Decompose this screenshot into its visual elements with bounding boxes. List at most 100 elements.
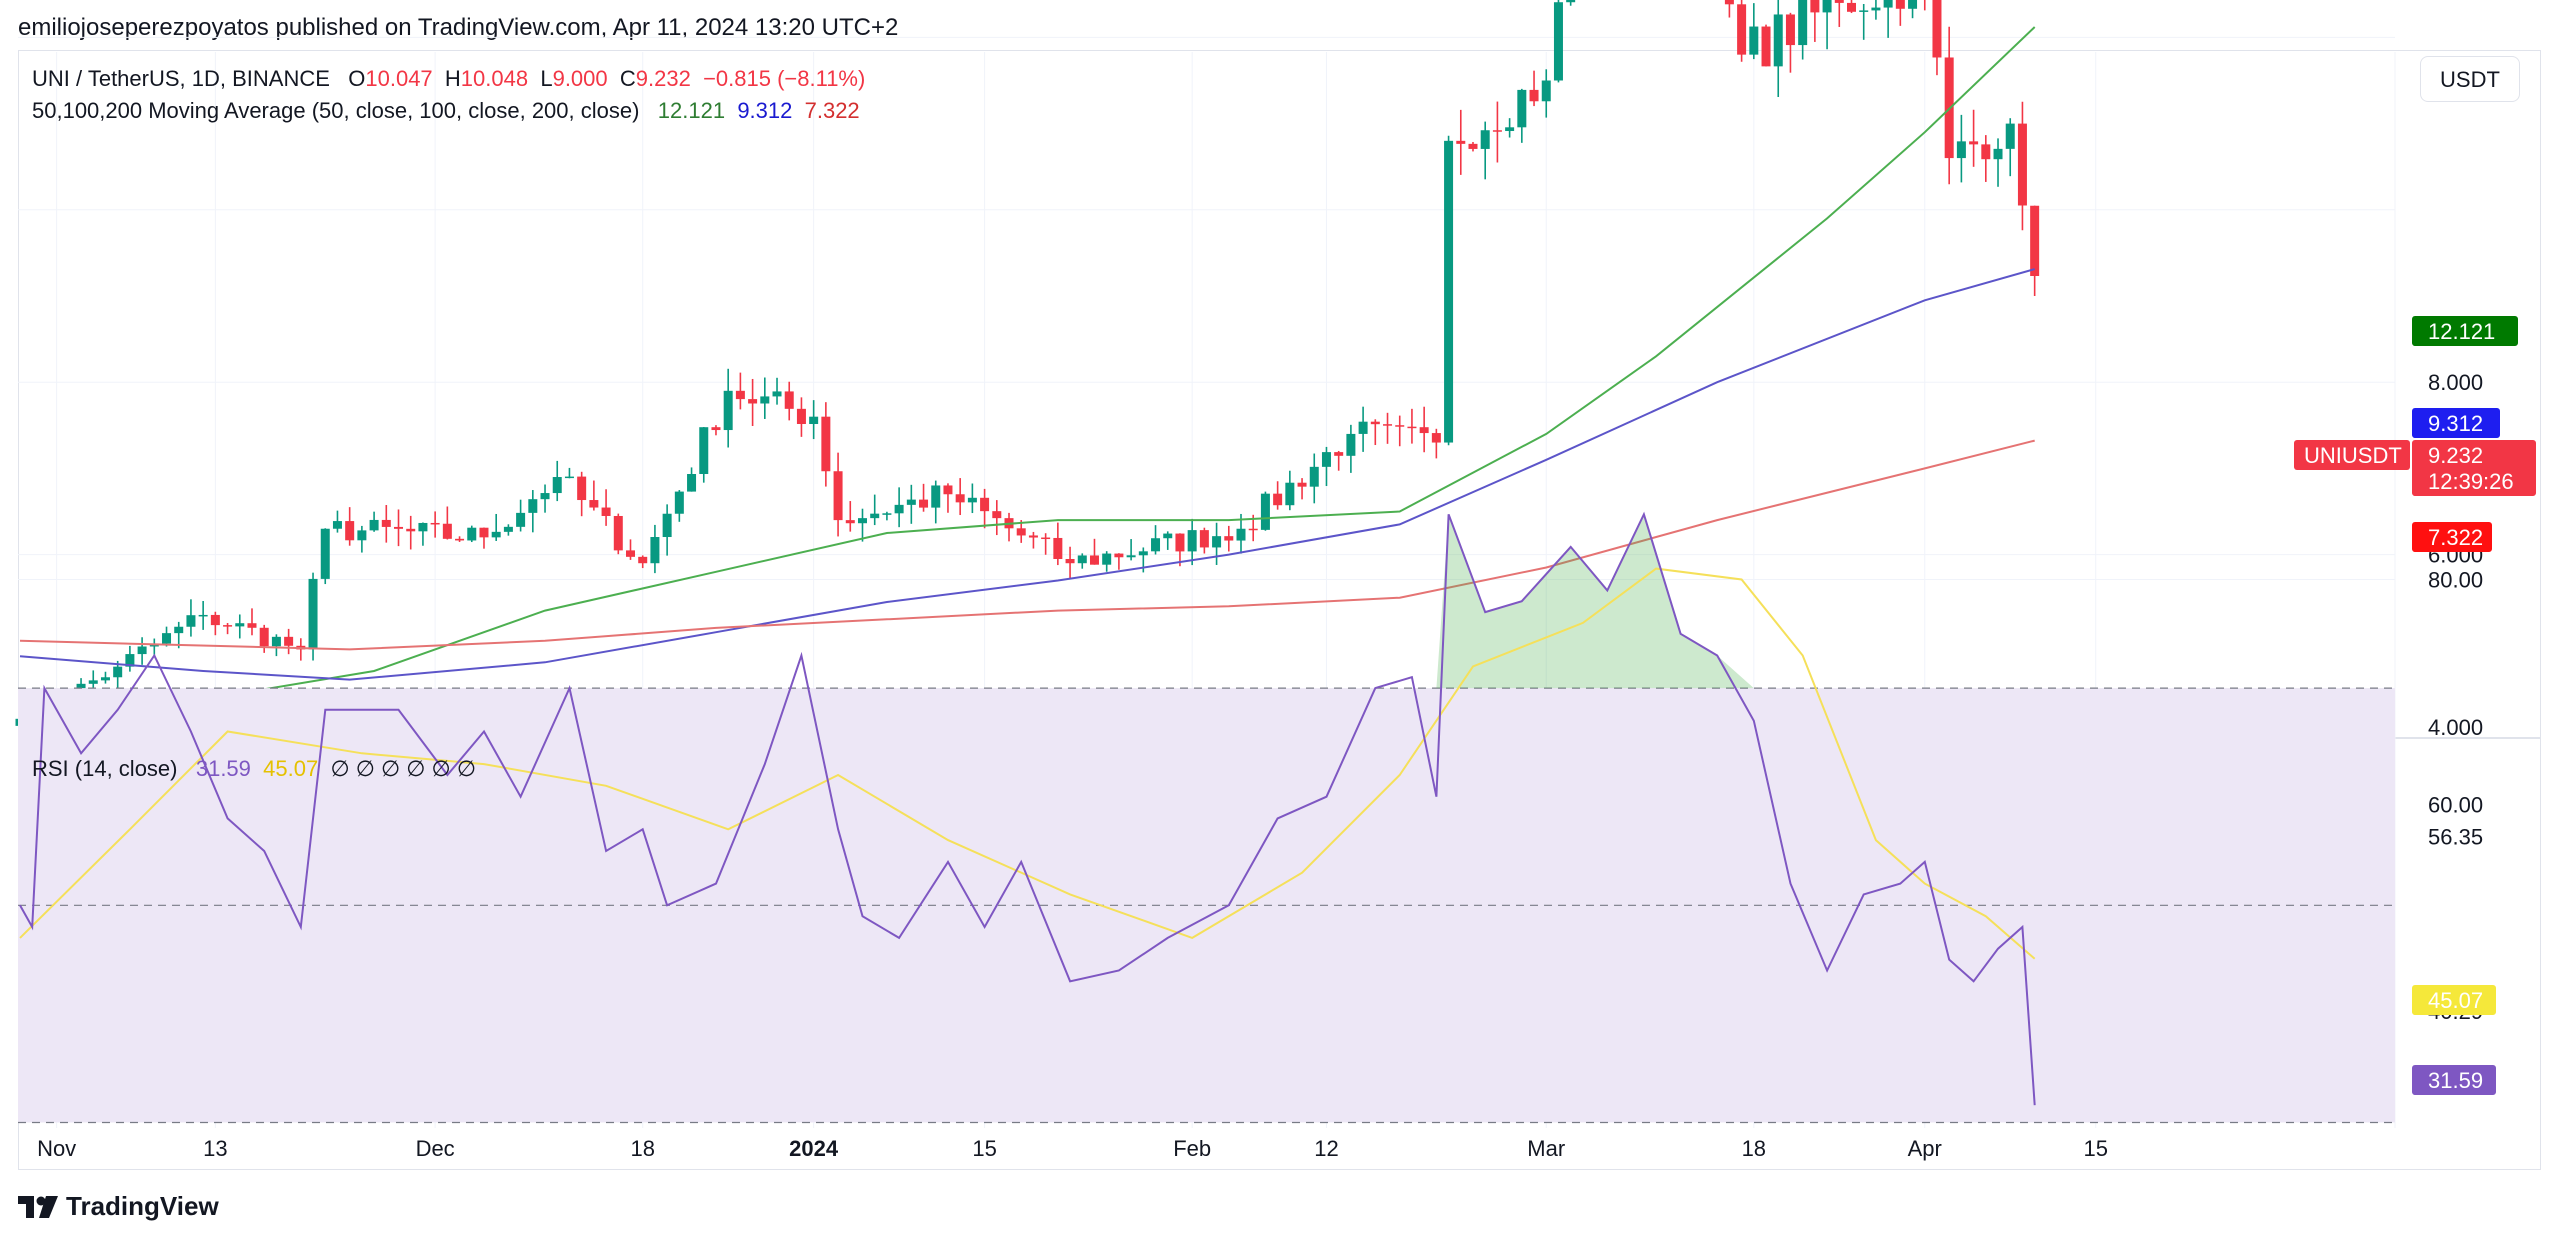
candle xyxy=(467,525,477,543)
candle xyxy=(1810,0,1820,42)
candle-body xyxy=(1956,141,1966,159)
candle xyxy=(210,611,220,636)
rsi-value: 31.59 xyxy=(195,756,251,781)
candle-body xyxy=(552,477,562,494)
candle-body xyxy=(223,625,233,627)
currency-button[interactable]: USDT xyxy=(2420,56,2520,102)
candle-body xyxy=(1089,555,1099,565)
candle xyxy=(748,378,758,427)
candle-body xyxy=(1737,4,1747,55)
candle-body xyxy=(821,416,831,472)
candle-body xyxy=(626,550,635,557)
candle-body xyxy=(772,391,782,397)
candle xyxy=(1004,512,1014,542)
rsi-y-tick-label: 56.35 xyxy=(2428,824,2483,849)
candle xyxy=(357,525,367,553)
candle-body xyxy=(577,476,587,501)
candle xyxy=(772,377,782,405)
candle-body xyxy=(540,493,550,500)
symbol-label[interactable]: UNI / TetherUS, 1D, BINANCE xyxy=(32,66,330,91)
candle-body xyxy=(491,531,501,538)
candle-body xyxy=(1187,530,1197,552)
candle xyxy=(1749,3,1759,60)
candle-body xyxy=(88,680,98,684)
candle-body xyxy=(845,520,855,524)
candle-body xyxy=(687,474,697,492)
candle xyxy=(1798,0,1808,60)
candle-body xyxy=(1163,533,1173,539)
y-tick-label: 4.000 xyxy=(2428,715,2483,740)
candle-body xyxy=(564,476,574,479)
candle xyxy=(894,487,904,528)
candle-body xyxy=(528,499,538,513)
candle-body xyxy=(943,485,953,495)
candle-body xyxy=(1370,421,1380,425)
candle-body xyxy=(467,527,477,541)
candle-body xyxy=(516,512,526,527)
x-tick-label: Nov xyxy=(37,1136,76,1161)
candle xyxy=(1761,24,1771,67)
candle xyxy=(1480,121,1490,180)
candle-body xyxy=(418,522,428,532)
candle-body xyxy=(1383,424,1393,426)
x-tick-label: 15 xyxy=(2083,1136,2107,1161)
symbol-tag-label: UNIUSDT xyxy=(2304,443,2402,468)
candle xyxy=(845,501,855,532)
candle xyxy=(223,622,233,635)
candle xyxy=(259,624,269,653)
candle xyxy=(1028,531,1038,549)
rsi-ma-line xyxy=(19,567,2036,960)
candle xyxy=(1053,522,1063,566)
candle xyxy=(1553,0,1563,83)
candle-body xyxy=(1761,26,1771,67)
candle xyxy=(552,460,562,502)
candle-body xyxy=(1981,144,1991,160)
candle xyxy=(711,425,721,436)
candle-body xyxy=(906,499,916,505)
x-tick-label: 18 xyxy=(630,1136,654,1161)
candle xyxy=(540,484,550,513)
candle-body xyxy=(1236,528,1246,541)
candle xyxy=(967,483,977,514)
candle-body xyxy=(992,511,1002,519)
tradingview-logo[interactable]: TradingView xyxy=(18,1191,219,1222)
candle xyxy=(174,621,184,649)
low-value: 9.000 xyxy=(552,66,608,91)
candle-body xyxy=(1895,0,1905,9)
rsi-badge xyxy=(2412,1065,2496,1095)
candle xyxy=(943,483,953,513)
high-label: H xyxy=(444,66,461,91)
candle-body xyxy=(1798,0,1808,46)
candle xyxy=(1871,0,1881,20)
x-tick-label: 18 xyxy=(1742,1136,1766,1161)
candle-body xyxy=(650,537,660,564)
candle xyxy=(784,381,794,421)
candle xyxy=(332,510,342,533)
candle-body xyxy=(1773,14,1783,67)
candle xyxy=(430,511,440,538)
candle xyxy=(1297,478,1307,500)
candle xyxy=(906,484,916,524)
candle-body xyxy=(345,521,355,541)
candle xyxy=(503,524,513,536)
candle xyxy=(1468,142,1478,152)
candle xyxy=(833,452,843,537)
candle xyxy=(235,614,245,639)
ma-title[interactable]: 50,100,200 Moving Average (50, close, 10… xyxy=(32,98,640,123)
candle xyxy=(992,500,1002,536)
rsi-ma-badge xyxy=(2412,985,2496,1015)
candle-body xyxy=(479,527,489,538)
candle xyxy=(1187,518,1197,566)
candle xyxy=(1785,12,1795,73)
candle-body xyxy=(638,556,648,564)
candle xyxy=(1492,101,1502,163)
candle-body xyxy=(748,399,758,404)
close-label: C xyxy=(619,66,636,91)
ma200-line xyxy=(19,439,2035,651)
candle xyxy=(1321,446,1331,487)
candle xyxy=(662,504,672,556)
rsi-title[interactable]: RSI (14, close) xyxy=(32,756,178,781)
candle xyxy=(1773,0,1783,97)
candle xyxy=(345,507,355,546)
